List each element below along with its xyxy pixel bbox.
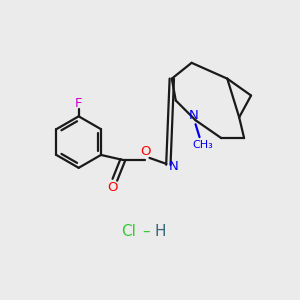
Text: Cl: Cl <box>121 224 136 239</box>
Text: O: O <box>140 146 151 158</box>
Text: N: N <box>168 160 178 173</box>
Text: H: H <box>154 224 166 239</box>
Text: CH₃: CH₃ <box>192 140 213 150</box>
Text: O: O <box>108 181 118 194</box>
Text: N: N <box>189 109 199 122</box>
Text: F: F <box>75 97 82 110</box>
Text: –: – <box>142 224 150 239</box>
